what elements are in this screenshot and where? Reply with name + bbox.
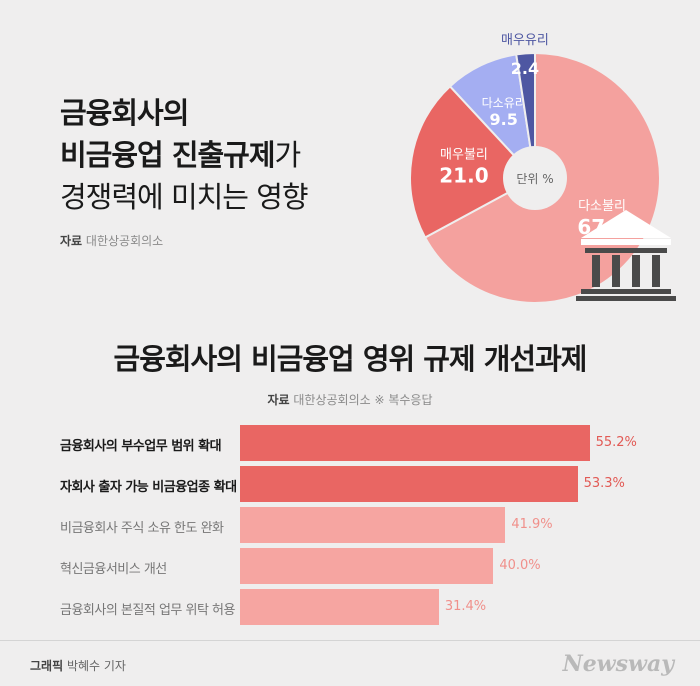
pie-label-3: 매우유리 <box>501 33 549 48</box>
bar-row: 비금융회사 주식 소유 한도 완화 41.9% <box>0 507 700 543</box>
bar-label: 비금융회사 주식 소유 한도 완화 <box>60 521 224 536</box>
bar <box>240 589 439 625</box>
bar-value-label: 41.9% <box>511 517 553 532</box>
bank-building-icon <box>576 210 676 301</box>
pie-center-hole <box>503 146 567 210</box>
footer: 그래픽 박혜수 기자 Newsway <box>0 640 700 686</box>
pie-label-2: 다소유리 <box>482 96 526 110</box>
source-top-value: 대한상공회의소 <box>85 234 164 248</box>
title-line-1: 금융회사의 <box>60 96 189 130</box>
chart-title: 금융회사의 비금융업 진출규제가 경쟁력에 미치는 영향 <box>60 92 309 218</box>
bar-value-label: 31.4% <box>444 599 487 614</box>
title-line-2-rest: 가 <box>274 138 302 172</box>
bar <box>240 425 590 461</box>
bar-row: 자회사 출자 가능 비금융업종 확대 53.3% <box>0 466 700 502</box>
title-line-3: 경쟁력에 미치는 영향 <box>60 180 309 214</box>
source-bottom-value: 대한상공회의소 ※ 복수응답 <box>293 393 433 407</box>
credit-label: 그래픽 <box>30 659 64 673</box>
bar-value-label: 40.0% <box>499 558 541 573</box>
pie-center-label: 단위 % <box>516 172 553 186</box>
bar-value-label: 55.2% <box>595 435 637 450</box>
source-bottom-label: 자료 <box>267 393 290 407</box>
pie-value-2: 9.5 <box>490 110 518 129</box>
pie-value-1: 21.0 <box>439 163 488 187</box>
pie-label-0: 다소불리 <box>578 199 626 214</box>
bar-chart-title: 금융회사의 비금융업 영위 규제 개선과제 <box>113 342 588 376</box>
pie-label-1: 매우불리 <box>440 147 488 162</box>
title-line-2-bold: 비금융업 진출규제 <box>60 138 276 172</box>
pie-slice-1 <box>409 84 537 239</box>
bar-row: 금융회사의 부수업무 범위 확대 55.2% <box>0 425 700 461</box>
bar <box>240 466 578 502</box>
bar-label: 혁신금융서비스 개선 <box>60 562 167 577</box>
bar <box>240 507 506 543</box>
source-top: 자료 대한상공회의소 <box>60 232 163 249</box>
bar-row: 금융회사의 본질적 업무 위탁 허용 31.4% <box>0 589 700 625</box>
pie-slice-2 <box>448 53 537 182</box>
bar-value-label: 53.3% <box>583 476 625 491</box>
newsway-logo: Newsway <box>562 651 674 677</box>
bar-row: 혁신금융서비스 개선 40.0% <box>0 548 700 584</box>
bar-label: 금융회사의 본질적 업무 위탁 허용 <box>60 603 235 618</box>
source-top-label: 자료 <box>60 234 83 248</box>
pie-value-3: 2.4 <box>511 59 539 78</box>
bar-label: 자회사 출자 가능 비금융업종 확대 <box>60 480 237 495</box>
credit: 그래픽 박혜수 기자 <box>30 657 126 674</box>
bar <box>240 548 494 584</box>
credit-value: 박혜수 기자 <box>66 659 126 673</box>
bar-label: 금융회사의 부수업무 범위 확대 <box>60 439 222 454</box>
source-bottom: 자료 대한상공회의소 ※ 복수응답 <box>0 391 700 408</box>
